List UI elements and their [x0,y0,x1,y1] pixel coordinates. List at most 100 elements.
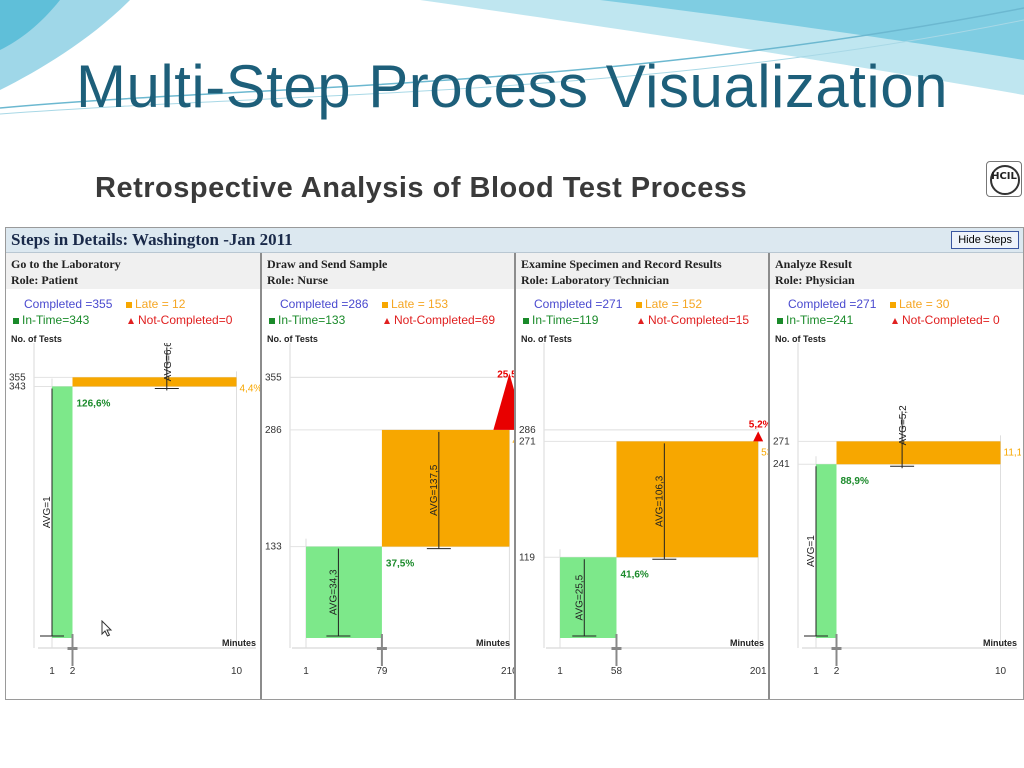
in-time-bar[interactable] [816,464,837,638]
hcil-logo: HCIL [986,161,1022,197]
legend-square-icon [636,301,642,308]
step-role: Role: Laboratory Technician [521,273,670,287]
in-time-bar[interactable] [52,386,73,638]
report-title: Retrospective Analysis of Blood Test Pro… [95,172,748,204]
in-time-pct-label: 37,5% [386,559,414,570]
x-axis-label: Minutes [730,638,764,648]
stat-completed: Completed =286 [280,297,369,311]
x-tick-label: 2 [834,666,840,677]
y-tick-label: 286 [519,425,536,436]
x-tick-label: 10 [231,666,243,677]
step-panel-3: Examine Specimen and Record Results Role:… [516,253,770,699]
stat-completed: Completed =355 [24,297,113,311]
step-panel-4: Analyze Result Role: Physician Completed =… [770,253,1023,699]
stat-in-time: In-Time=133 [269,313,345,327]
step-role: Role: Patient [11,273,78,287]
late-avg-label: AVG=5,2 [898,405,909,446]
stat-late: Late = 152 [636,297,702,311]
late-avg-label: AVG=137,5 [429,464,440,516]
step-name: Examine Specimen and Record Results [521,257,722,271]
in-time-pct-label: 126,6% [77,398,111,409]
y-tick-label: 133 [265,542,282,553]
step-role: Role: Physician [775,273,855,287]
late-pct-label: 53,1% [761,447,768,458]
not-completed-pct-label: 25,5% [497,369,514,380]
late-bar[interactable] [381,429,510,547]
step-header: Go to the Laboratory Role: Patient [6,253,260,289]
stat-in-time: In-Time=241 [777,313,853,327]
stat-not-completed: Not-Completed=69 [384,313,495,327]
step-panel-1: Go to the Laboratory Role: Patient Complet… [6,253,262,699]
late-bar[interactable] [616,441,759,558]
threshold-slider-handle[interactable] [831,647,842,650]
late-avg-label: AVG=106,3 [654,475,665,527]
late-pct-label: 43,1% [512,436,514,447]
stat-in-time: In-Time=119 [523,313,598,327]
stat-not-completed: Not-Completed= 0 [892,313,1000,327]
in-time-avg-label: AVG=1 [806,535,817,567]
y-tick-label: 355 [265,372,282,383]
y-tick-label: 271 [773,436,790,447]
y-tick-label: 355 [9,372,26,383]
not-completed-triangle[interactable] [493,373,514,430]
y-axis-label: No. of Tests [267,334,318,344]
legend-square-icon [126,301,132,308]
not-completed-pct-label: 5,2% [749,419,768,430]
x-tick-label: 58 [611,666,623,677]
in-time-pct-label: 88,9% [841,476,869,487]
legend-triangle-icon [128,317,134,324]
in-time-bar[interactable] [560,557,617,638]
panel-header: Steps in Details: Washington -Jan 2011 H… [6,228,1023,253]
y-tick-label: 241 [773,459,790,470]
in-time-bar[interactable] [306,546,382,638]
step-header: Analyze Result Role: Physician [770,253,1023,289]
x-tick-label: 1 [303,666,309,677]
legend-square-icon [523,317,529,324]
late-pct-label: 11,1% [1004,447,1022,458]
y-axis-label: No. of Tests [521,334,572,344]
y-tick-label: 343 [9,381,26,392]
step-chart: 355 286 133 AVG=34,3 AVG=137,5 37,5% 43,1% 25,5… [265,343,514,677]
x-tick-label: 1 [49,666,55,677]
stat-in-time: In-Time=343 [13,313,89,327]
stat-not-completed: Not-Completed=15 [638,313,749,327]
step-name: Analyze Result [775,257,852,271]
in-time-avg-label: AVG=25,5 [574,574,585,620]
y-tick-label: 286 [265,425,282,436]
step-header: Draw and Send Sample Role: Nurse [262,253,514,289]
threshold-slider-handle[interactable] [376,647,387,650]
legend-square-icon [382,301,388,308]
stat-late: Late = 12 [126,297,185,311]
stat-late: Late = 30 [890,297,949,311]
mouse-cursor-icon [101,620,113,637]
slide-wave-decoration [0,0,1024,115]
legend-triangle-icon [638,317,644,324]
step-panel-2: Draw and Send Sample Role: Nurse Completed… [262,253,516,699]
late-avg-label: AVG=6,6 [163,343,174,381]
stat-completed: Completed =271 [788,297,877,311]
x-axis-label: Minutes [222,638,256,648]
legend-square-icon [890,301,896,308]
y-axis-label: No. of Tests [11,334,62,344]
hide-steps-button[interactable]: Hide Steps [951,231,1019,249]
late-pct-label: 4,4% [240,383,261,394]
in-time-pct-label: 41,6% [620,569,648,580]
legend-square-icon [13,317,19,324]
step-name: Draw and Send Sample [267,257,388,271]
late-bar[interactable] [72,377,237,387]
panel-title: Steps in Details: Washington -Jan 2011 [11,230,293,249]
x-tick-label: 1 [557,666,563,677]
x-tick-label: 10 [995,666,1007,677]
x-tick-label: 2 [70,666,76,677]
threshold-slider-handle[interactable] [611,647,622,650]
not-completed-triangle[interactable] [753,431,764,442]
threshold-slider-handle[interactable] [67,647,78,650]
logo-text: HCIL [991,171,1017,182]
legend-triangle-icon [892,317,898,324]
late-bar[interactable] [836,441,1001,465]
step-chart: 271 241 AVG=1 AVG=5,2 88,9% 11,1% 1 2 10 Minutes [773,343,1022,677]
legend-square-icon [777,317,783,324]
step-name: Go to the Laboratory [11,257,121,271]
